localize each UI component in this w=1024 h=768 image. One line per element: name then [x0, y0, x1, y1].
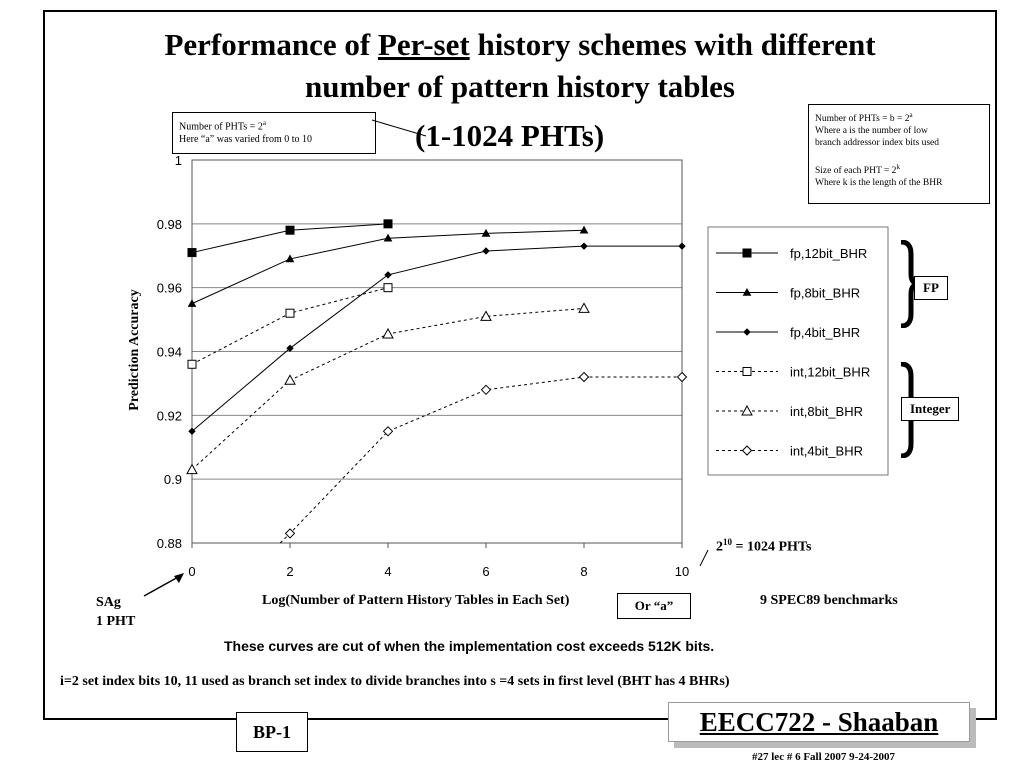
y-tick-label: 0.9	[164, 472, 182, 487]
footer-brand: EECC722 - Shaaban	[668, 702, 970, 742]
data-point	[383, 219, 393, 229]
note-box-definitions: Number of PHTs = b = 2a Where a is the n…	[808, 104, 990, 204]
series-int-4bit-bhr	[279, 371, 688, 544]
y-tick-label: 0.92	[157, 408, 182, 423]
or-a-label: Or “a”	[617, 593, 691, 619]
data-point	[186, 463, 198, 475]
data-point	[482, 247, 490, 255]
index-note: i=2 set index bits 10, 11 used as branch…	[60, 674, 730, 689]
series-line	[279, 376, 682, 544]
legend-entry: fp,4bit_BHR	[790, 325, 860, 340]
legend-entry: fp,8bit_BHR	[790, 286, 860, 301]
x-tick-label: 10	[675, 564, 689, 579]
data-point	[480, 384, 492, 396]
note-box-phts: Number of PHTs = 2a Here “a” was varied …	[172, 112, 376, 154]
footer-lecture-info: #27 lec # 6 Fall 2007 9-24-2007	[752, 751, 895, 763]
x-tick-label: 4	[384, 564, 391, 579]
y-tick-label: 0.94	[157, 345, 182, 360]
legend-entry: fp,12bit_BHR	[790, 246, 867, 261]
data-point	[481, 228, 491, 237]
slide-subtitle: (1-1024 PHTs)	[415, 118, 605, 153]
data-point	[187, 299, 197, 307]
data-point	[382, 327, 394, 339]
data-point	[285, 254, 295, 263]
y-axis-label: Prediction Accuracy	[127, 289, 142, 411]
slide-frame	[43, 10, 997, 720]
data-point	[285, 308, 295, 318]
series-int-8bit-bhr	[186, 302, 590, 475]
legend-marker	[742, 287, 752, 296]
data-point	[678, 242, 686, 250]
legend-marker	[742, 248, 752, 258]
y-tick-label: 0.88	[157, 536, 182, 551]
cut-note: These curves are cut of when the impleme…	[224, 638, 715, 654]
x-tick-label: 2	[286, 564, 293, 579]
integer-label: Integer	[901, 397, 960, 421]
series-fp-4bit-bhr	[188, 242, 686, 435]
series-int-12bit-bhr	[187, 283, 393, 369]
y-tick-label: 1	[175, 153, 182, 168]
y-tick-label: 0.96	[157, 281, 182, 296]
legend-marker	[741, 404, 753, 416]
legend-marker	[743, 328, 751, 336]
data-point	[382, 426, 394, 437]
fp-label: FP	[914, 276, 948, 300]
data-point	[284, 528, 296, 539]
annotation-1024-phts: 210 = 1024 PHTs	[716, 537, 812, 555]
data-point	[284, 374, 296, 385]
data-point	[188, 427, 196, 435]
data-point	[676, 371, 688, 383]
benchmarks-label: 9 SPEC89 benchmarks	[760, 593, 898, 608]
legend-entry: int,8bit_BHR	[790, 404, 863, 419]
legend-entry: int,4bit_BHR	[790, 444, 863, 459]
sag-arrow-icon	[143, 573, 184, 597]
data-point	[383, 283, 393, 293]
footer-slide-id: BP-1	[236, 712, 308, 752]
annotation-1024-pointer	[699, 549, 709, 567]
data-point	[579, 225, 589, 234]
legend-marker	[741, 445, 753, 456]
x-tick-label: 6	[482, 564, 489, 579]
data-point	[578, 371, 590, 383]
data-point	[578, 302, 590, 313]
series-fp-12bit-bhr	[187, 219, 393, 258]
legend-box	[707, 226, 889, 476]
data-point	[187, 359, 197, 369]
legend-marker	[742, 367, 752, 376]
slide-title: Performance of Per-set history schemes w…	[164, 27, 876, 104]
data-point	[286, 344, 294, 353]
note-pointer-line	[371, 119, 427, 137]
data-point	[187, 248, 197, 258]
plot-area	[191, 159, 683, 544]
legend-entry: int,12bit_BHR	[790, 365, 870, 380]
data-point	[580, 242, 588, 250]
series-fp-8bit-bhr	[187, 225, 589, 307]
x-tick-label: 0	[188, 564, 195, 579]
x-tick-label: 8	[580, 564, 587, 579]
x-axis-label: Log(Number of Pattern History Tables in …	[262, 593, 570, 608]
series-line	[191, 287, 389, 365]
data-point	[285, 225, 295, 235]
data-point	[480, 310, 492, 321]
data-point	[384, 271, 392, 279]
data-point	[383, 233, 393, 242]
series-line	[191, 245, 682, 432]
sag-label: SAg 1 PHT	[96, 595, 136, 629]
y-tick-label: 0.98	[157, 217, 182, 232]
